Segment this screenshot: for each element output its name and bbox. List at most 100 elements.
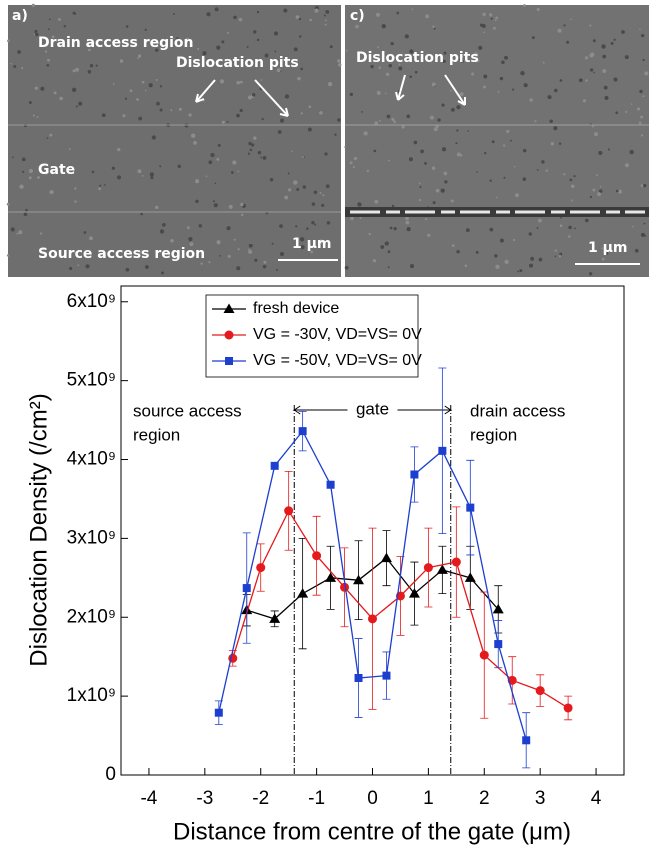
pit (391, 117, 395, 121)
pit (478, 45, 483, 50)
pit (363, 131, 368, 136)
pit (523, 83, 528, 88)
pit (91, 170, 95, 174)
pit (424, 217, 428, 221)
region-label: region (470, 425, 517, 444)
pit (481, 24, 486, 28)
pit (325, 19, 327, 22)
pit (536, 226, 539, 229)
pit (585, 79, 588, 82)
pit (429, 115, 434, 120)
pit (185, 37, 190, 41)
pit (31, 3, 35, 8)
pit (219, 254, 221, 257)
pit (568, 225, 572, 230)
pit (589, 195, 593, 199)
pit (409, 49, 414, 54)
pit (456, 152, 461, 157)
pit (390, 41, 394, 46)
pit (212, 200, 215, 203)
pit (344, 146, 346, 148)
data-point (354, 673, 363, 682)
pit (249, 148, 253, 152)
pit (21, 170, 25, 173)
pit (566, 40, 570, 44)
x-tick-label: 2 (479, 788, 490, 809)
pit (490, 17, 493, 20)
pit (431, 166, 436, 170)
pit (559, 79, 563, 82)
pit (261, 117, 264, 121)
pit (184, 123, 189, 128)
pit (36, 116, 39, 118)
pit (89, 236, 93, 241)
pit (188, 237, 193, 242)
pit (596, 192, 601, 197)
pit (324, 152, 328, 156)
pit (74, 200, 77, 203)
pit (83, 231, 87, 234)
pit (414, 70, 418, 74)
pit (138, 116, 143, 121)
pit (319, 192, 322, 195)
pit (435, 188, 440, 193)
pit (287, 172, 290, 175)
pit (605, 251, 609, 256)
pit (253, 136, 257, 140)
chart: Dislocation Density (/cm²) Distance from… (25, 285, 625, 845)
legend-label: fresh device (253, 300, 339, 317)
pit (385, 72, 390, 77)
pit (381, 24, 386, 29)
pit (63, 25, 66, 28)
pit (137, 169, 142, 174)
pit (410, 264, 415, 269)
pit (226, 226, 231, 231)
pit (395, 58, 398, 61)
pit (483, 31, 486, 34)
pit (264, 53, 269, 58)
pit (75, 105, 78, 108)
pit (327, 81, 333, 87)
pit (558, 254, 562, 258)
panel-c: c) Dislocation pits 1 μm (344, 4, 649, 277)
sem-image (345, 5, 649, 277)
pit (284, 195, 289, 200)
pit (195, 179, 200, 184)
pit (178, 107, 182, 111)
pit (49, 133, 53, 137)
pit (311, 220, 315, 225)
pit (137, 54, 142, 58)
pit (49, 190, 54, 195)
data-point (353, 574, 365, 585)
pit (227, 31, 230, 34)
pit (592, 125, 595, 128)
pit (629, 149, 634, 155)
pit (37, 176, 40, 179)
pit (554, 249, 557, 252)
pit (625, 110, 628, 113)
pit (432, 201, 436, 205)
pit (230, 171, 234, 174)
pit (483, 74, 488, 79)
pit (246, 46, 249, 49)
pit (624, 55, 629, 60)
pit (228, 204, 233, 209)
pit (34, 29, 38, 33)
pit (140, 250, 144, 254)
pit (585, 218, 589, 223)
pit (306, 227, 309, 230)
pit (228, 64, 232, 67)
pit (277, 130, 282, 134)
x-axis-label: Distance from centre of the gate (μm) (173, 818, 571, 845)
data-point (256, 563, 266, 573)
pit (308, 105, 312, 109)
pit (387, 266, 390, 269)
pit (569, 178, 573, 182)
pit (337, 59, 341, 63)
pit (588, 272, 593, 276)
pit (99, 184, 102, 187)
pit (473, 52, 478, 57)
pit (406, 114, 411, 119)
pit (634, 248, 639, 253)
